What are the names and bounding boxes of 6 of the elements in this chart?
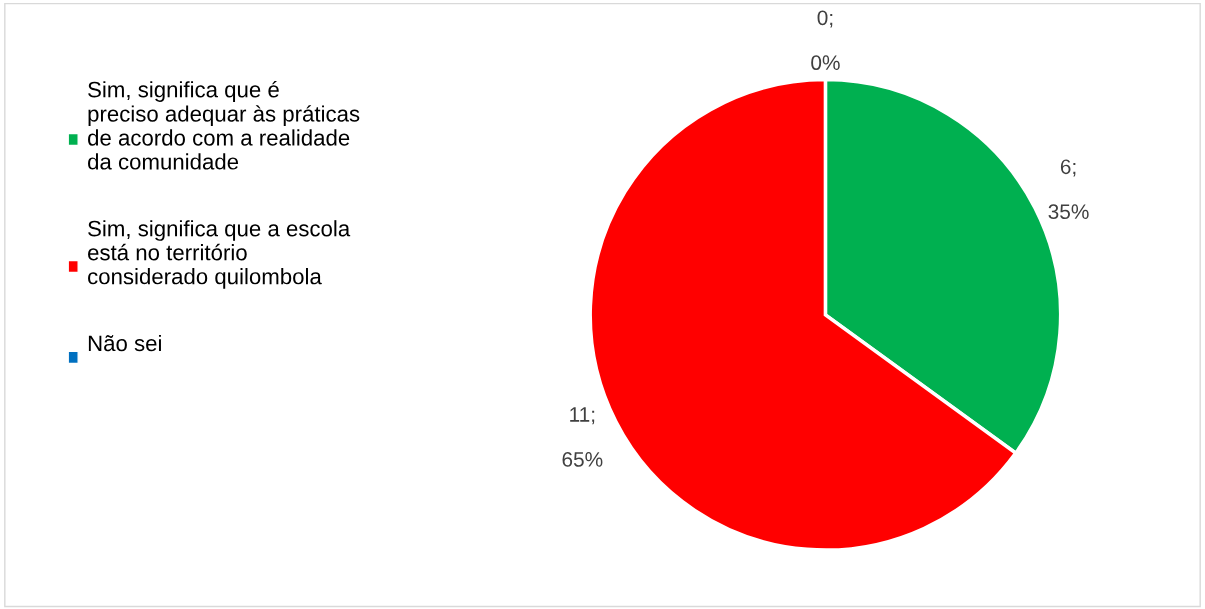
text: 11; 65% — [562, 407, 603, 467]
text: 6; 35% — [1048, 159, 1089, 220]
text: 0; 0% — [811, 10, 840, 71]
legend-label: Sim, significa que é preciso adequar às práticas de acordo com a realidade da comunidade — [88, 80, 360, 170]
legend-label: Sim, significa que a escola está no território considerado quilombola — [88, 220, 351, 289]
legend-label: Não sei — [88, 334, 161, 352]
